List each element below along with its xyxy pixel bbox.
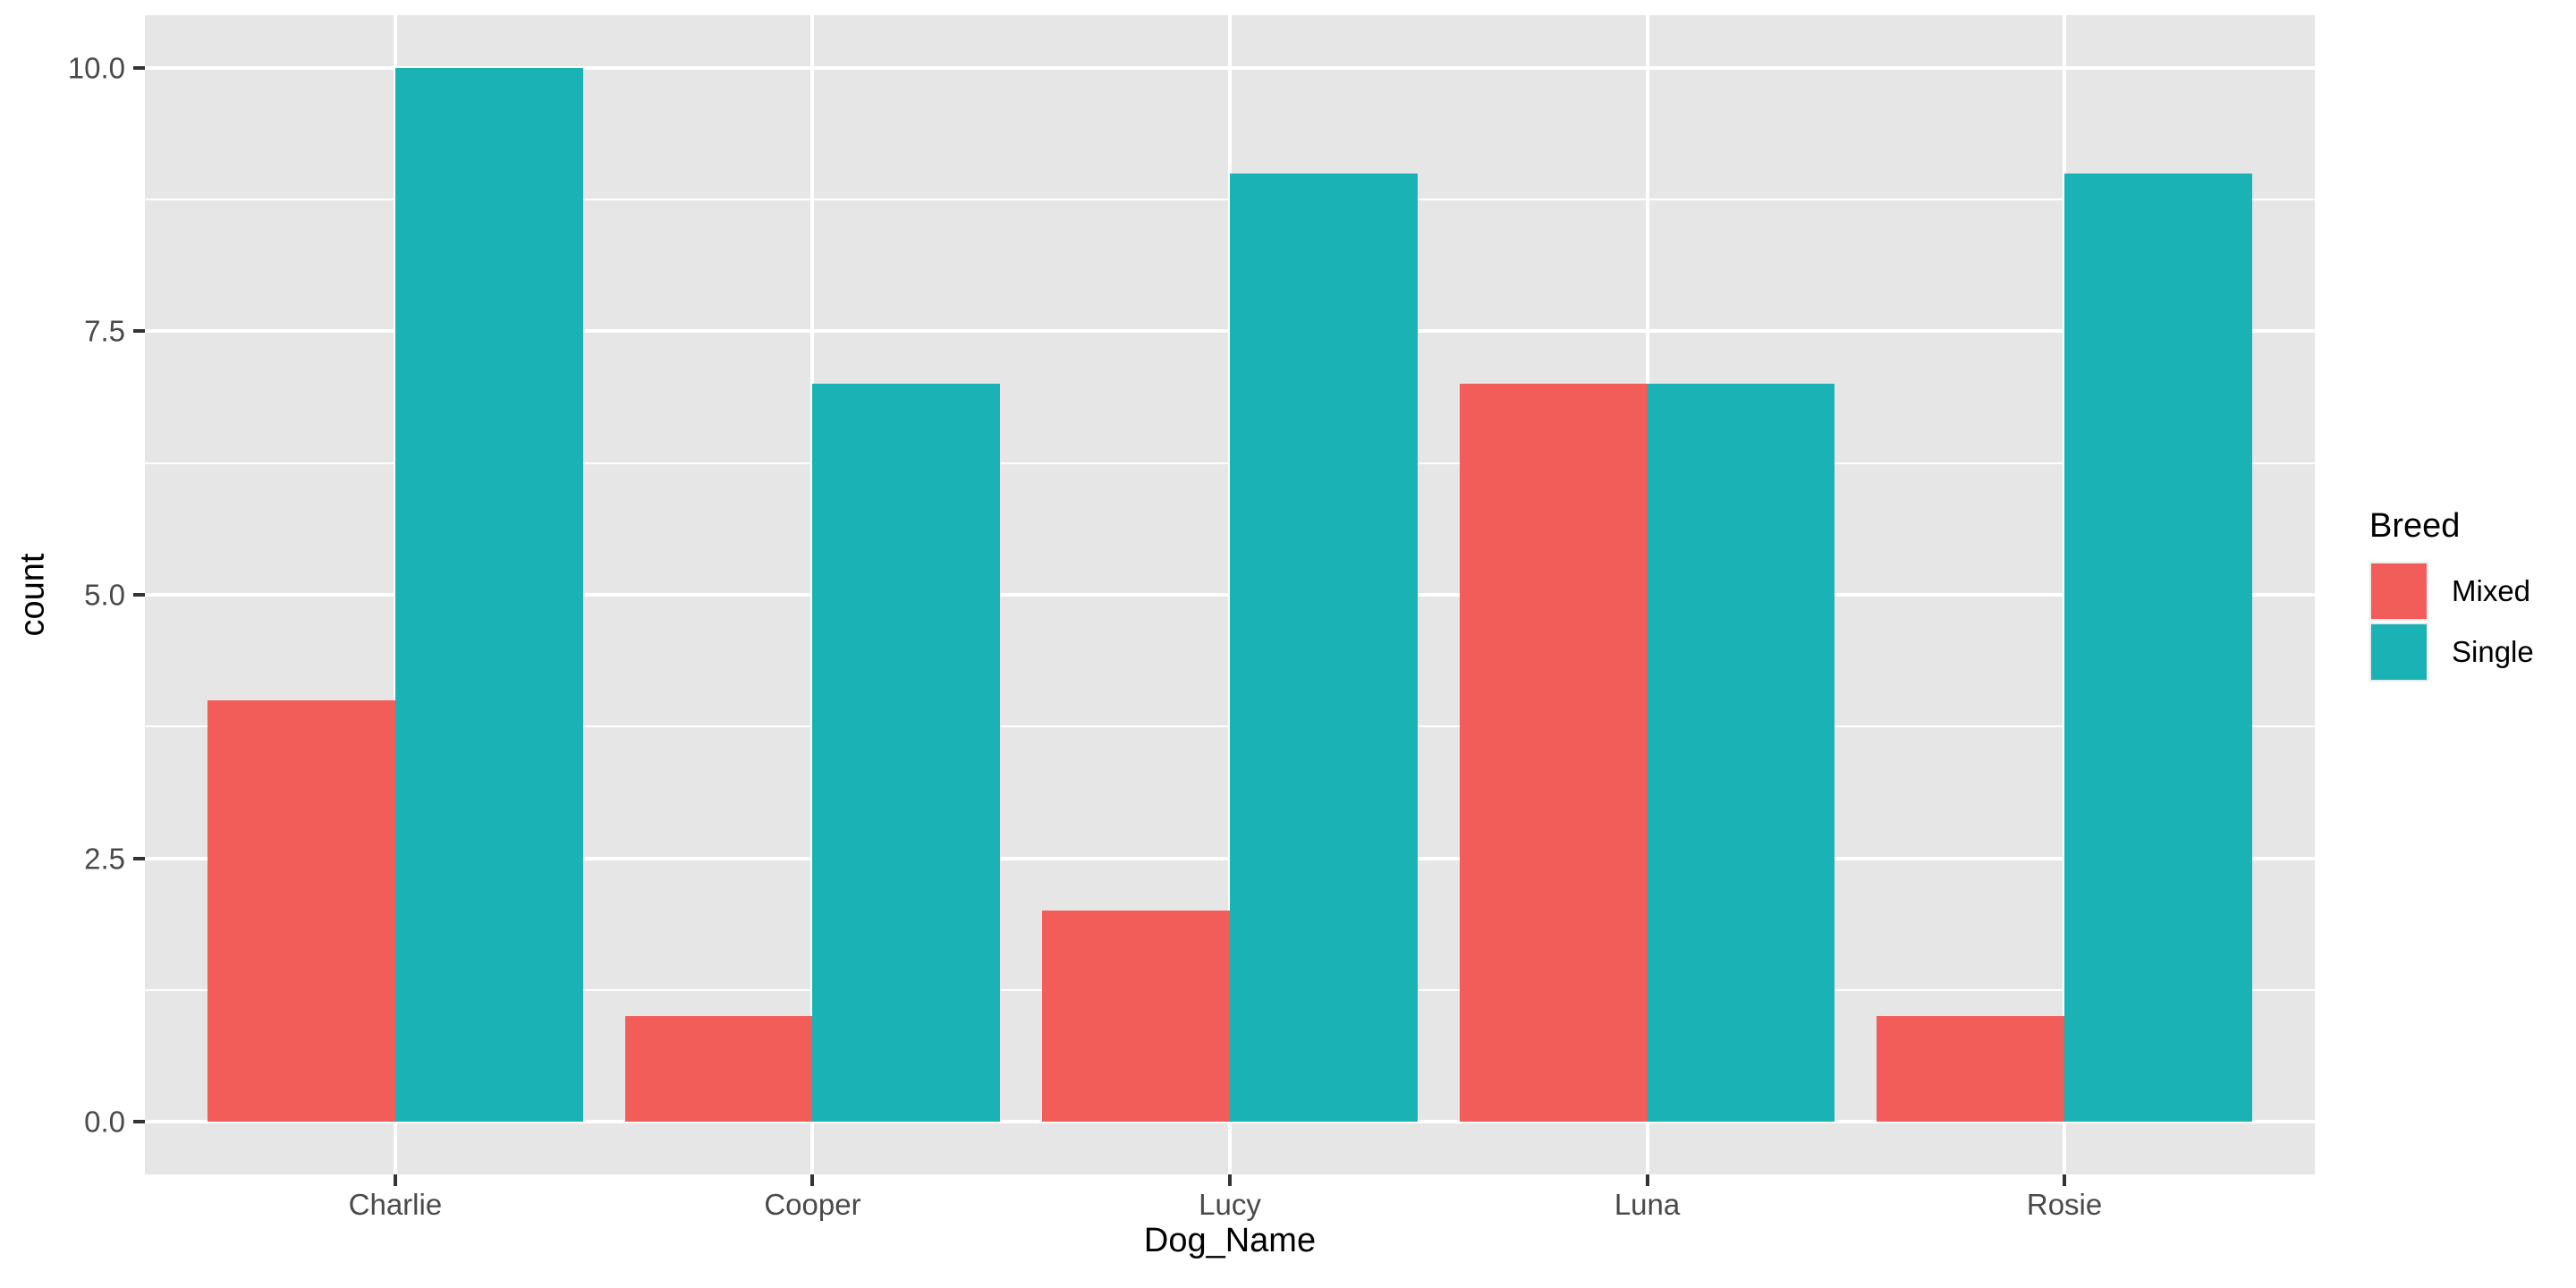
legend-key-swatch	[2369, 562, 2428, 621]
x-tick-label: Charlie	[348, 1188, 443, 1221]
legend-key: Single	[2369, 623, 2534, 682]
bar	[1459, 384, 1648, 1123]
bar	[2064, 173, 2252, 1123]
y-tick-mark	[133, 65, 145, 70]
x-tick-label: Lucy	[1199, 1188, 1261, 1221]
bar	[1230, 173, 1418, 1123]
x-tick-label: Luna	[1614, 1188, 1681, 1221]
y-tick-label: 2.5	[84, 842, 125, 876]
y-tick-label: 5.0	[84, 578, 125, 612]
x-tick-mark	[2063, 1174, 2067, 1186]
bar	[394, 67, 583, 1123]
legend-key-swatch	[2369, 623, 2428, 682]
y-axis-title: count	[13, 553, 52, 637]
legend-key-label: Mixed	[2452, 574, 2531, 607]
legend: Breed Mixed Single	[2369, 506, 2534, 683]
y-tick-label: 7.5	[84, 314, 125, 348]
x-tick-mark	[810, 1174, 815, 1186]
x-tick-label: Cooper	[764, 1188, 861, 1221]
legend-keys: Mixed Single	[2369, 562, 2534, 682]
x-tick-label: Rosie	[2026, 1188, 2103, 1221]
y-tick-label: 10.0	[67, 51, 125, 85]
bar	[1877, 1016, 2065, 1123]
bar	[1647, 384, 1835, 1123]
x-tick-mark	[1228, 1174, 1232, 1186]
plot-panel	[145, 15, 2315, 1174]
y-tick-mark	[133, 1120, 145, 1124]
bar	[624, 1016, 813, 1123]
x-tick-mark	[1645, 1174, 1649, 1186]
legend-key: Mixed	[2369, 562, 2534, 621]
legend-key-label: Single	[2452, 635, 2534, 668]
y-tick-mark	[133, 329, 145, 334]
legend-title: Breed	[2369, 507, 2461, 545]
y-tick-mark	[133, 856, 145, 860]
bar	[812, 384, 1001, 1123]
y-tick-label: 0.0	[84, 1105, 125, 1139]
bar	[1042, 911, 1230, 1123]
x-tick-mark	[393, 1174, 397, 1186]
bar	[207, 699, 395, 1123]
y-tick-mark	[133, 593, 145, 597]
x-axis-title: Dog_Name	[1143, 1222, 1317, 1259]
